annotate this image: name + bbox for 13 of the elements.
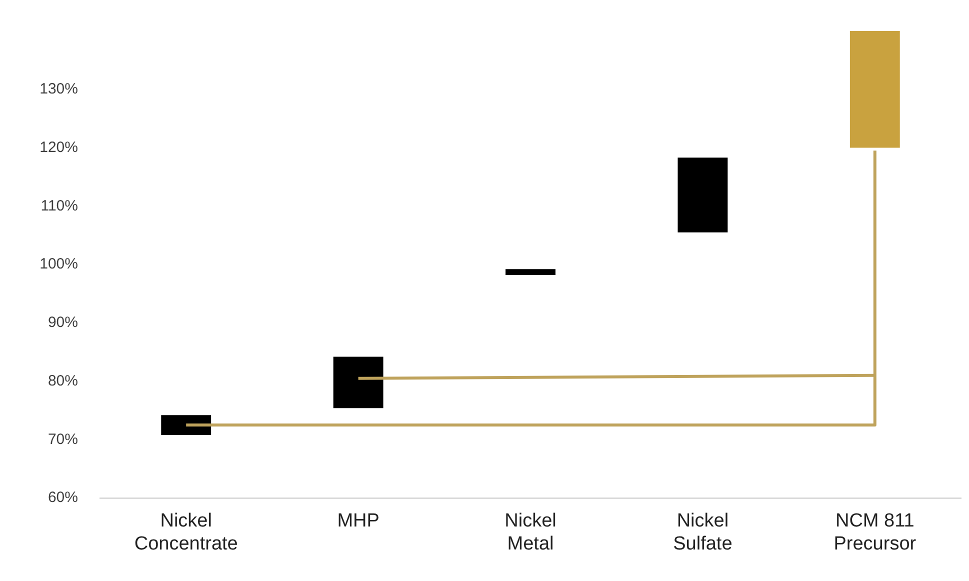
y-tick-label: 130% — [40, 80, 78, 98]
y-tick-label: 100% — [40, 256, 78, 273]
x-tick-label: Nickel Concentrate — [134, 510, 238, 554]
y-tick-label: 60% — [48, 489, 78, 506]
y-tick-label: 70% — [48, 430, 78, 448]
y-tick-label: 120% — [40, 138, 78, 156]
y-tick-label: 110% — [40, 197, 78, 214]
y-tick-label: 90% — [48, 314, 78, 332]
x-tick-label: NCM 811 Precursor — [834, 510, 917, 554]
x-tick-label: Nickel Metal — [504, 510, 556, 554]
y-tick-label: 80% — [48, 372, 78, 390]
x-tick-label: MHP — [337, 510, 380, 532]
x-tick-label: Nickel Sulfate — [673, 510, 732, 554]
